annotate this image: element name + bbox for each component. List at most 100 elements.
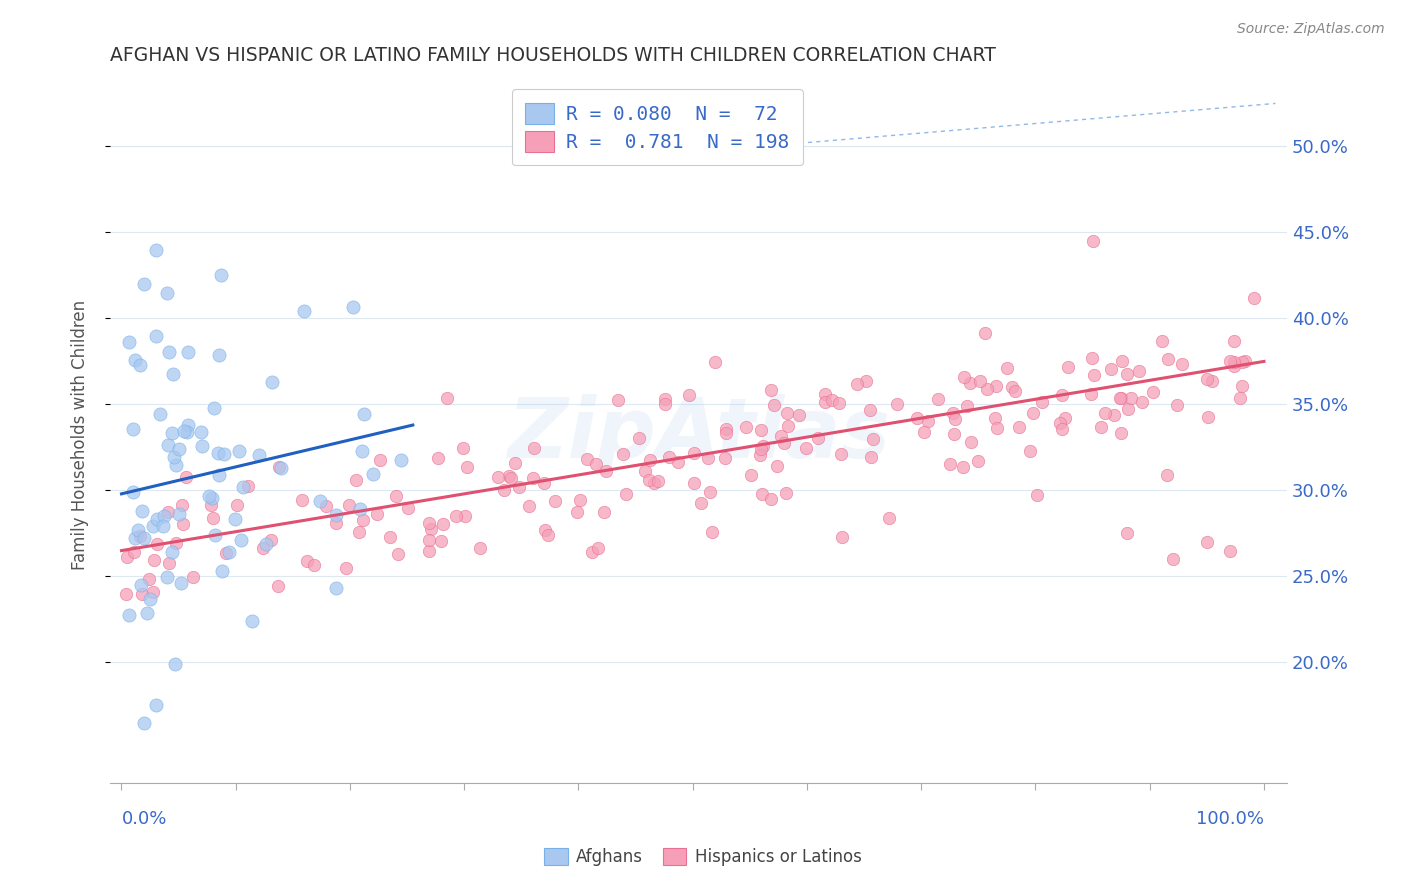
Point — [1081, 234, 1104, 248]
Point — [769, 429, 792, 443]
Point — [128, 529, 150, 543]
Point — [1201, 374, 1223, 388]
Point — [565, 505, 588, 519]
Point — [1050, 388, 1073, 402]
Point — [595, 464, 617, 478]
Point — [749, 442, 772, 457]
Point — [486, 470, 509, 484]
Point — [190, 425, 212, 439]
Point — [689, 496, 711, 510]
Point — [1222, 355, 1244, 369]
Text: AFGHAN VS HISPANIC OR LATINO FAMILY HOUSEHOLDS WITH CHILDREN CORRELATION CHART: AFGHAN VS HISPANIC OR LATINO FAMILY HOUS… — [110, 46, 995, 65]
Point — [378, 530, 401, 544]
Point — [939, 457, 962, 471]
Point — [419, 522, 441, 536]
Point — [260, 533, 283, 548]
Point — [139, 592, 162, 607]
Point — [1083, 368, 1105, 382]
Point — [1142, 384, 1164, 399]
Point — [585, 457, 607, 471]
Point — [218, 544, 240, 558]
Point — [198, 489, 221, 503]
Point — [225, 499, 247, 513]
Point — [1008, 419, 1031, 434]
Point — [160, 426, 183, 441]
Point — [200, 491, 222, 505]
Point — [1243, 291, 1265, 305]
Point — [794, 441, 817, 455]
Point — [877, 511, 900, 525]
Point — [1115, 526, 1137, 541]
Point — [831, 530, 853, 544]
Point — [1094, 406, 1116, 420]
Point — [146, 537, 169, 551]
Point — [945, 411, 967, 425]
Point — [1223, 359, 1246, 373]
Point — [262, 375, 284, 389]
Point — [325, 516, 347, 531]
Point — [432, 516, 454, 531]
Point — [787, 408, 810, 422]
Point — [969, 375, 991, 389]
Text: 0.0%: 0.0% — [121, 810, 167, 829]
Point — [172, 517, 194, 532]
Point — [658, 450, 681, 465]
Point — [1001, 379, 1024, 393]
Point — [436, 392, 458, 406]
Point — [344, 473, 367, 487]
Point — [468, 541, 491, 555]
Point — [751, 487, 773, 501]
Point — [606, 393, 628, 408]
Point — [215, 546, 238, 560]
Point — [157, 556, 180, 570]
Point — [177, 417, 200, 432]
Point — [637, 473, 659, 487]
Point — [1099, 361, 1122, 376]
Point — [270, 460, 292, 475]
Point — [492, 483, 515, 497]
Point — [135, 607, 157, 621]
Point — [172, 498, 194, 512]
Point — [1057, 359, 1080, 374]
Point — [766, 459, 789, 474]
Point — [942, 407, 965, 421]
Point — [703, 354, 725, 368]
Point — [846, 376, 869, 391]
Point — [366, 507, 388, 521]
Point — [735, 420, 758, 434]
Point — [309, 494, 332, 508]
Point — [759, 491, 782, 506]
Point — [156, 570, 179, 584]
Point — [167, 507, 190, 521]
Point — [202, 511, 225, 525]
Point — [444, 509, 467, 524]
Text: Source: ZipAtlas.com: Source: ZipAtlas.com — [1237, 22, 1385, 37]
Point — [176, 425, 198, 440]
Point — [1111, 425, 1133, 440]
Point — [368, 453, 391, 467]
Point — [1018, 443, 1040, 458]
Point — [145, 512, 167, 526]
Point — [830, 447, 852, 461]
Point — [588, 541, 610, 555]
Point — [643, 475, 665, 490]
Point — [160, 545, 183, 559]
Point — [682, 446, 704, 460]
Point — [134, 277, 156, 291]
Point — [145, 328, 167, 343]
Point — [773, 436, 796, 450]
Point — [974, 326, 997, 340]
Point — [211, 564, 233, 578]
Point — [976, 382, 998, 396]
Point — [967, 454, 990, 468]
Point — [349, 501, 371, 516]
Point — [1229, 391, 1251, 405]
Point — [498, 468, 520, 483]
Point — [191, 439, 214, 453]
Point — [752, 439, 775, 453]
Point — [1130, 395, 1153, 409]
Point — [1161, 552, 1184, 566]
Point — [917, 415, 939, 429]
Point — [163, 657, 186, 672]
Point — [959, 376, 981, 390]
